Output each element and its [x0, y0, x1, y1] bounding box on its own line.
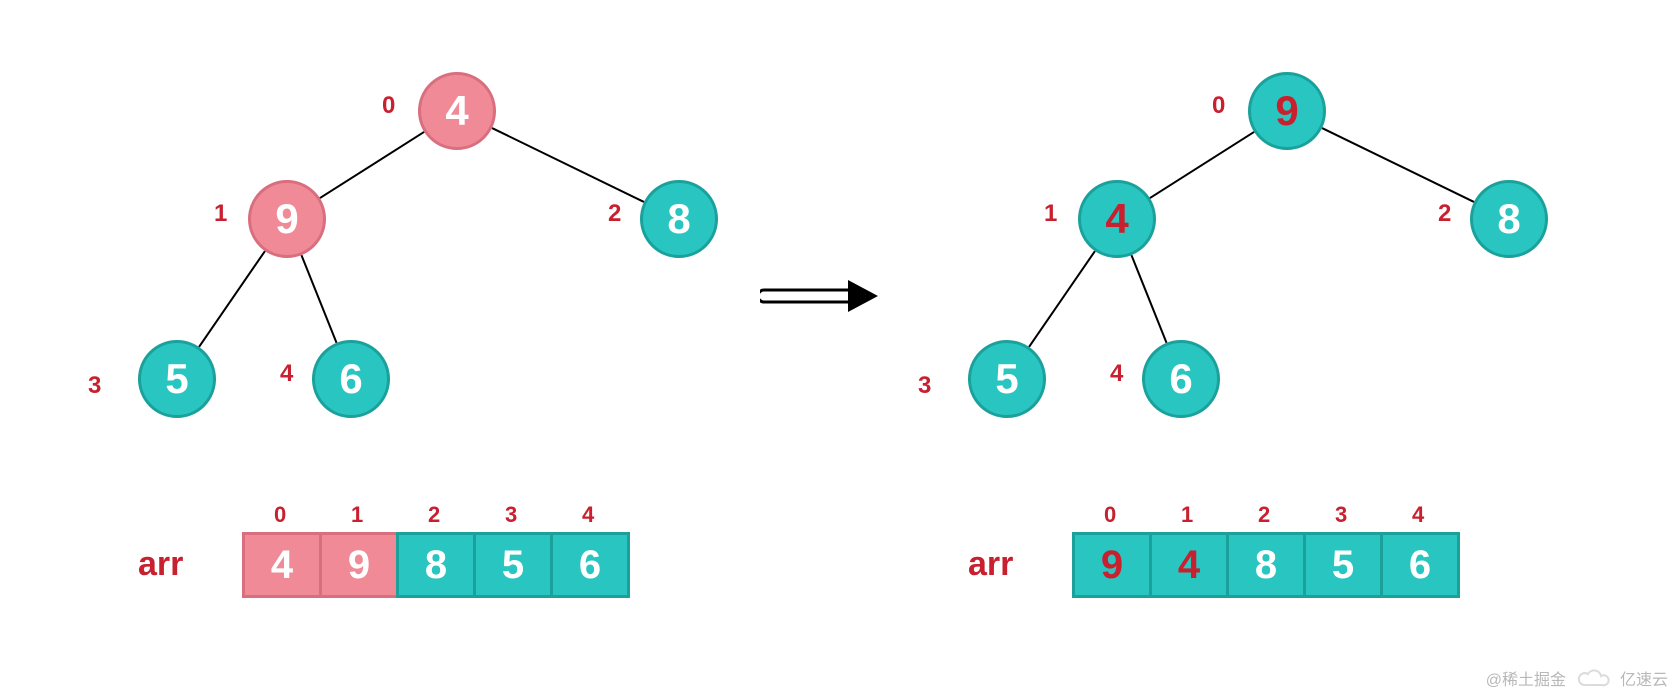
array-cell-2: 8	[396, 532, 476, 598]
watermark-text-2: 亿速云	[1620, 666, 1668, 690]
tree-edge	[301, 255, 336, 343]
heap-panel-before: 4985601234arr0123449856	[30, 0, 790, 640]
array-cell-0: 4	[242, 532, 322, 598]
array-row: 94856	[1072, 532, 1460, 598]
node-index-4: 4	[1110, 360, 1123, 388]
node-index-4: 4	[280, 360, 293, 388]
array-cell-4: 6	[550, 532, 630, 598]
tree-node-3: 5	[968, 340, 1046, 418]
arrow-tail	[760, 290, 850, 302]
node-index-2: 2	[1438, 200, 1451, 228]
tree-node-0: 4	[418, 72, 496, 150]
tree-node-1: 4	[1078, 180, 1156, 258]
tree-node-1: 9	[248, 180, 326, 258]
array-index-4: 4	[1412, 502, 1424, 528]
array-index-4: 4	[582, 502, 594, 528]
heap-panel-after: 9485601234arr0123494856	[860, 0, 1620, 640]
array-index-1: 1	[1181, 502, 1193, 528]
tree-node-2: 8	[1470, 180, 1548, 258]
array-index-2: 2	[1258, 502, 1270, 528]
array-index-0: 0	[274, 502, 286, 528]
tree-edge	[1150, 132, 1254, 198]
watermark: @稀土掘金 亿速云	[1486, 666, 1668, 690]
array-index-2: 2	[428, 502, 440, 528]
tree-node-4: 6	[312, 340, 390, 418]
array-index-0: 0	[1104, 502, 1116, 528]
array-index-1: 1	[351, 502, 363, 528]
tree-edge	[1029, 251, 1095, 347]
array-cell-3: 5	[1303, 532, 1383, 598]
tree-edge	[492, 128, 644, 202]
node-index-0: 0	[1212, 92, 1225, 120]
tree-edge	[199, 251, 265, 347]
array-cell-1: 4	[1149, 532, 1229, 598]
node-index-1: 1	[214, 200, 227, 228]
node-index-3: 3	[88, 372, 101, 400]
tree-edge	[1131, 255, 1166, 343]
tree-node-2: 8	[640, 180, 718, 258]
node-index-0: 0	[382, 92, 395, 120]
node-index-2: 2	[608, 200, 621, 228]
array-cell-3: 5	[473, 532, 553, 598]
array-cell-0: 9	[1072, 532, 1152, 598]
array-label: arr	[968, 545, 1013, 584]
cloud-icon	[1576, 667, 1610, 689]
arrow-head	[848, 280, 878, 312]
tree-node-4: 6	[1142, 340, 1220, 418]
watermark-text-1: @稀土掘金	[1486, 666, 1566, 690]
array-label: arr	[138, 545, 183, 584]
array-cell-2: 8	[1226, 532, 1306, 598]
array-index-3: 3	[1335, 502, 1347, 528]
node-index-3: 3	[918, 372, 931, 400]
array-row: 49856	[242, 532, 630, 598]
transition-arrow	[760, 278, 880, 319]
tree-edge	[1322, 128, 1474, 202]
array-cell-4: 6	[1380, 532, 1460, 598]
tree-node-0: 9	[1248, 72, 1326, 150]
array-index-3: 3	[505, 502, 517, 528]
array-cell-1: 9	[319, 532, 399, 598]
tree-node-3: 5	[138, 340, 216, 418]
node-index-1: 1	[1044, 200, 1057, 228]
tree-edge	[320, 132, 424, 198]
